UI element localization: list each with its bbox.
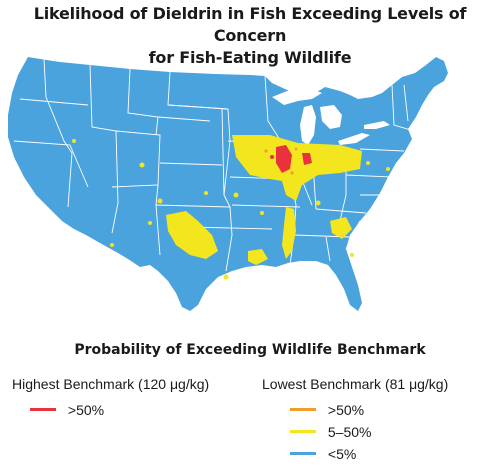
yellow-dot: [139, 162, 145, 168]
lake-erie: [338, 133, 370, 145]
legend-entry-label: <5%: [327, 446, 357, 462]
louisiana-yellow-patch: [248, 249, 268, 265]
illinois-red-region: [276, 145, 292, 173]
highest-benchmark-legend: Highest Benchmark (120 μg/kg): [12, 376, 209, 392]
highest-benchmark-title: Highest Benchmark (120 μg/kg): [12, 376, 210, 392]
legend-entry-label: 5–50%: [327, 424, 372, 440]
legend-entry-highest-gt50: >50%: [30, 402, 104, 418]
map-title-line-1: Likelihood of Dieldrin in Fish Exceeding…: [33, 4, 467, 45]
lowest-benchmark-legend: Lowest Benchmark (81 μg/kg): [262, 376, 448, 392]
red-line-swatch: [30, 407, 56, 411]
legend-entry-label: >50%: [67, 402, 105, 418]
high-probability-areas: [270, 145, 312, 173]
yellow-dot: [350, 253, 354, 257]
legend-entry-lowest-5-50: 5–50%: [290, 424, 371, 440]
map-title-line-2: for Fish-Eating Wildlife: [148, 48, 352, 67]
legend-entry-lowest-gt50: >50%: [290, 402, 364, 418]
us-landmass: [8, 57, 448, 311]
indiana-red-patch: [302, 153, 312, 165]
map-title: Likelihood of Dieldrin in Fish Exceeding…: [0, 3, 500, 69]
lake-michigan: [300, 105, 316, 145]
legend-heading: Probability of Exceeding Wildlife Benchm…: [74, 342, 426, 358]
us-map: [8, 57, 448, 311]
mid-probability-areas: [166, 135, 362, 265]
lake-superior: [272, 89, 322, 105]
mississippi-yellow-strip: [282, 207, 296, 259]
yellow-dot: [157, 198, 163, 204]
orange-dot: [294, 147, 298, 151]
yellow-dot: [204, 191, 208, 195]
mid-probability-dots: [72, 139, 390, 280]
yellow-dot: [386, 167, 390, 171]
southeast-yellow-patch: [330, 217, 352, 239]
orange-probability-areas: [264, 147, 298, 175]
yellow-dot: [260, 211, 264, 215]
orange-dot: [290, 171, 294, 175]
blue-line-swatch: [290, 451, 316, 455]
legend-entry-lowest-lt5: <5%: [290, 446, 356, 462]
yellow-dot: [366, 161, 370, 165]
red-dot: [270, 155, 274, 159]
yellow-line-swatch: [290, 429, 316, 433]
yellow-dot: [110, 243, 114, 247]
yellow-dot: [223, 274, 229, 280]
yellow-dot: [315, 200, 321, 206]
orange-line-swatch: [290, 407, 316, 411]
orange-dot: [264, 149, 268, 153]
yellow-dot: [233, 192, 239, 198]
legend-entry-label: >50%: [327, 402, 365, 418]
great-lakes: [272, 89, 390, 145]
texas-yellow-region: [166, 211, 218, 259]
lowest-benchmark-title: Lowest Benchmark (81 μg/kg): [262, 376, 449, 392]
yellow-dot: [148, 221, 152, 225]
lake-ontario: [364, 121, 390, 129]
lake-huron: [320, 105, 342, 129]
yellow-dot: [72, 139, 76, 143]
